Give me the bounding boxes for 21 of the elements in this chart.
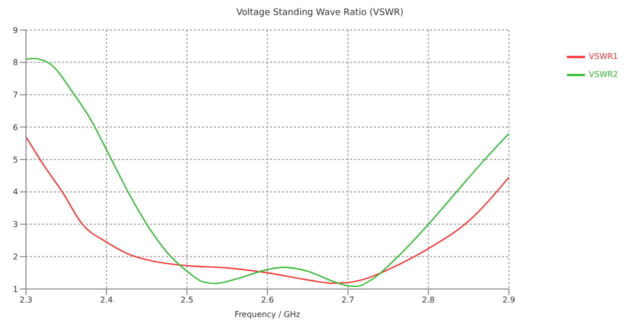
legend-label: VSWR1	[588, 52, 618, 62]
y-tick-label: 9	[12, 26, 18, 35]
y-tick-label: 5	[12, 155, 18, 164]
y-tick-label: 4	[12, 188, 18, 197]
y-tick-label: 7	[12, 90, 18, 100]
x-tick-label: 2.4	[100, 296, 113, 305]
y-tick-label: 2	[12, 252, 18, 262]
x-axis-title: Frequency / GHz	[234, 310, 300, 319]
y-tick-label: 1	[12, 284, 18, 294]
x-tick-label: 2.5	[180, 296, 194, 305]
chart-title: Voltage Standing Wave Ratio (VSWR)	[235, 8, 405, 18]
x-tick-label: 2.6	[261, 296, 274, 305]
y-tick-label: 6	[12, 122, 18, 132]
legend-label: VSWR2	[588, 70, 618, 80]
x-tick-label: 2.7	[342, 296, 354, 305]
y-tick-label: 3	[12, 220, 18, 230]
line-series	[26, 136, 509, 284]
x-tick-label: 2.8	[422, 296, 435, 305]
y-tick-label: 8	[12, 58, 18, 68]
x-tick-label: 2.9	[502, 296, 516, 305]
x-tick-label: 2.3	[20, 296, 32, 305]
